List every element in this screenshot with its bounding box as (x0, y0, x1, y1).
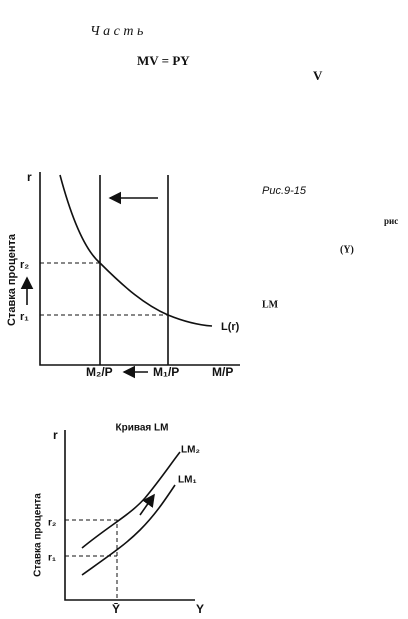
y-note: (Y) (340, 244, 354, 255)
m1-label: M₁/P (153, 365, 179, 379)
demand-curve (59, 174, 213, 327)
x-axis-label: M/P (212, 365, 233, 379)
axes (39, 172, 240, 366)
r2-label: r₂ (20, 259, 29, 271)
shift-arrow (139, 493, 155, 516)
figure-1: r Ставка процента r₂ r₁ L(r) M₂/P M₁/P M… (6, 170, 240, 379)
y-title: Ставка процента (6, 233, 18, 326)
y-axis-label: r (27, 170, 32, 184)
lm-note: LM (262, 299, 279, 310)
lm1-label: LM₁ (178, 475, 197, 486)
header-title: Ч а с т ь (90, 24, 143, 39)
figure-title: Кривая LM (116, 423, 169, 434)
figure-2: Кривая LM r Ставка процента LM₂ LM₁ r₂ r… (33, 423, 204, 617)
m2-label: M₂/P (86, 365, 113, 379)
fragment: рис (384, 216, 398, 226)
axes (64, 430, 195, 601)
guide-lines (65, 519, 118, 600)
v-letter: V (313, 68, 323, 83)
y-axis-label: r (53, 428, 58, 442)
curve-label: L(r) (221, 321, 240, 333)
formula: MV = PY (137, 53, 190, 68)
y-bar-label: Ȳ (112, 602, 120, 616)
caption: Рис.9-15 (262, 185, 307, 197)
y-title: Ставка процента (33, 493, 44, 577)
guide-lines (40, 262, 168, 316)
x-axis-label: Y (196, 602, 204, 616)
lm2-label: LM₂ (181, 445, 200, 456)
r2-label: r₂ (48, 518, 56, 529)
r1-label: r₁ (20, 311, 29, 323)
supply-lines (99, 175, 169, 365)
r1-label: r₁ (48, 553, 56, 564)
lm1-curve (81, 484, 176, 576)
